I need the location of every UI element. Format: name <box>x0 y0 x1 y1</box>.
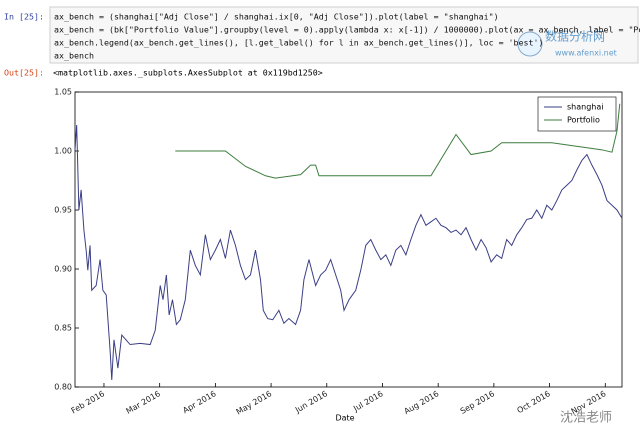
plot-frame <box>74 91 623 388</box>
series-line <box>175 103 621 179</box>
x-tick-label: Jun 2016 <box>293 389 329 415</box>
legend-label: Portfolio <box>567 116 600 125</box>
y-tick-label: 0.90 <box>54 265 72 274</box>
watermark: 数据分析网 www.afenxi.net 沈浩老师 <box>517 29 617 426</box>
code-line: ax_bench.legend(ax_bench.get_lines(), [l… <box>54 38 544 48</box>
legend-box <box>537 96 617 132</box>
code-line: ax_bench = (shanghai["Adj Close"] / shan… <box>54 12 499 22</box>
watermark-logo <box>517 31 543 57</box>
y-tick-label: 0.95 <box>54 206 72 215</box>
input-prompt: In [25]: <box>4 12 44 22</box>
x-axis-label: Date <box>335 414 354 423</box>
watermark-site-url: www.afenxi.net <box>555 49 617 58</box>
x-tick-label: Feb 2016 <box>70 389 107 415</box>
output-text: <matplotlib.axes._subplots.AxesSubplot a… <box>53 68 323 78</box>
x-tick-label: Oct 2016 <box>516 389 552 415</box>
watermark-author: 沈浩老师 <box>560 411 612 426</box>
y-tick-label: 1.05 <box>54 88 72 97</box>
x-tick-label: Mar 2016 <box>125 389 162 416</box>
y-tick-label: 0.80 <box>54 383 72 392</box>
output-prompt: Out[25]: <box>4 68 44 78</box>
code-cell[interactable] <box>49 6 639 64</box>
series-line <box>74 125 623 380</box>
watermark-site-name: 数据分析网 <box>545 29 605 44</box>
x-tick-label: Apr 2016 <box>181 389 217 415</box>
y-tick-label: 0.85 <box>54 324 72 333</box>
y-tick-label: 1.00 <box>54 147 72 156</box>
code-line: ax_bench <box>54 51 94 61</box>
x-tick-label: Aug 2016 <box>403 389 441 416</box>
legend-label: shanghai <box>567 103 603 112</box>
x-tick-label: May 2016 <box>235 389 274 417</box>
x-tick-label: Sep 2016 <box>459 389 496 416</box>
x-tick-label: Jul 2016 <box>351 389 385 414</box>
code-line: ax_bench = (bk["Portfolio Value"].groupb… <box>54 25 640 35</box>
